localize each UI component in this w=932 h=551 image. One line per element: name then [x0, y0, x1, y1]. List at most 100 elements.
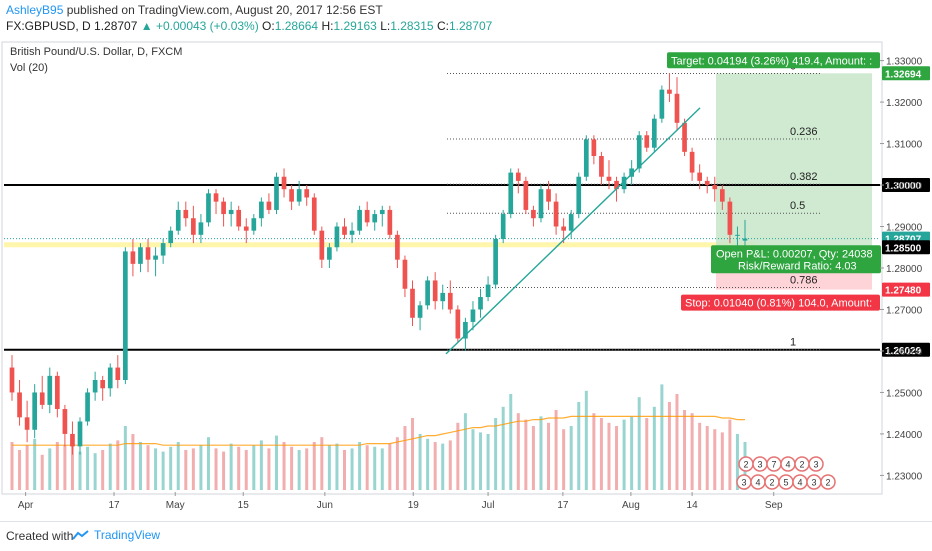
economic-event-count: 3 [757, 460, 762, 470]
candle-body [704, 180, 710, 186]
candle-body [334, 226, 340, 248]
economic-event-count: 2 [799, 460, 804, 470]
fib-level-label: 0.5 [790, 200, 805, 212]
volume-bar [494, 418, 498, 490]
low-value: 1.28315 [390, 19, 434, 33]
volume-bar [138, 442, 142, 490]
time-tick-label: 19 [408, 500, 420, 511]
candle-body [168, 230, 174, 244]
candle-body [138, 247, 143, 264]
candle-body [523, 180, 529, 210]
volume-bar [683, 410, 687, 490]
economic-event-count: 5 [783, 478, 788, 488]
candle-body [682, 122, 687, 152]
volume-bar [637, 397, 641, 490]
legend-title: British Pound/U.S. Dollar, D, FXCM [10, 46, 182, 58]
candle-body [440, 292, 446, 302]
candle-body [727, 201, 733, 235]
volume-bar [191, 448, 195, 490]
volume-bar [55, 442, 59, 490]
tradingview-icon [72, 530, 89, 540]
volume-bar [297, 450, 301, 490]
price-axis-flag [882, 282, 930, 297]
candle-body [508, 172, 514, 215]
volume-bar [690, 413, 694, 490]
trendline[interactable] [445, 107, 701, 355]
candle-body [281, 176, 287, 190]
volume-bar [101, 450, 105, 490]
volume-bar [214, 448, 218, 490]
candle-body [115, 367, 121, 380]
candle-body [546, 189, 551, 202]
volume-bar [327, 445, 331, 490]
volume-bar [274, 435, 278, 490]
volume-bar [411, 418, 415, 490]
candle-body [712, 185, 718, 190]
target-zone [716, 73, 872, 248]
candle-body [697, 172, 703, 181]
chart-header: AshleyB95 published on TradingView.com, … [0, 0, 932, 40]
volume-bar [365, 445, 369, 490]
volume-bar [403, 426, 407, 490]
volume-bar [592, 413, 596, 490]
volume-bar [305, 448, 309, 490]
volume-bar [630, 416, 634, 490]
candle-body [485, 284, 491, 298]
stop-label-text: Stop: 0.01040 (0.81%) 104.0, Amount: [685, 298, 872, 310]
volume-bar [350, 448, 354, 490]
candle-body [719, 189, 725, 202]
candle-body [32, 392, 38, 430]
candle-body [651, 118, 657, 148]
economic-event-count: 4 [755, 478, 760, 488]
volume-bar [645, 418, 649, 490]
volume-bar [184, 450, 188, 490]
volume-bar [463, 413, 467, 490]
candle-body [576, 176, 582, 215]
volume-ma-line [12, 415, 745, 446]
candle-body [538, 189, 544, 219]
volume-bar [78, 451, 82, 490]
volume-bar [713, 429, 717, 490]
candle-body [387, 209, 393, 235]
economic-event-icon[interactable] [808, 456, 824, 472]
price-axis-flag [882, 342, 930, 357]
candle-body [9, 367, 15, 393]
volume-bar [599, 418, 603, 490]
candle-body [319, 230, 325, 260]
volume-bar [63, 445, 67, 490]
fib-level-label: 1 [790, 337, 796, 349]
symbol-line: FX:GBPUSD, D 1.28707 ▲ +0.00043 (+0.03%)… [6, 19, 492, 33]
time-tick-label: Jul [482, 500, 495, 511]
volume-bar [584, 390, 588, 490]
price-tick-label: 1.32000 [886, 98, 923, 109]
volume-bar [123, 426, 127, 490]
volume-bar [471, 429, 475, 490]
volume-bar [199, 445, 203, 490]
candle-body [349, 230, 355, 235]
volume-bar [705, 426, 709, 490]
price-axis-flag [882, 66, 930, 81]
volume-bar [206, 437, 210, 490]
candle-body [379, 209, 385, 215]
volume-bar [116, 440, 120, 490]
volume-bar [622, 419, 626, 490]
tradingview-logo[interactable]: TradingView [72, 528, 160, 542]
candle-body [742, 238, 748, 241]
author-link[interactable]: AshleyB95 [6, 3, 64, 17]
volume-bar [342, 450, 346, 490]
volume-bar [479, 432, 483, 490]
volume-bar [33, 438, 37, 490]
price-tick-label: 1.24000 [886, 430, 923, 441]
volume-bar [433, 442, 437, 490]
candle-body [259, 201, 264, 219]
volume-bar [388, 443, 392, 490]
economic-event-icon[interactable] [820, 474, 836, 490]
volume-bar [456, 422, 460, 490]
candle-body [296, 189, 302, 202]
price-tick-label: 1.31000 [886, 140, 923, 151]
target-label-text: Target: 0.04194 (3.26%) 419.4, Amount: : [671, 55, 872, 67]
candle-body [561, 226, 566, 231]
volume-bar [176, 442, 180, 490]
